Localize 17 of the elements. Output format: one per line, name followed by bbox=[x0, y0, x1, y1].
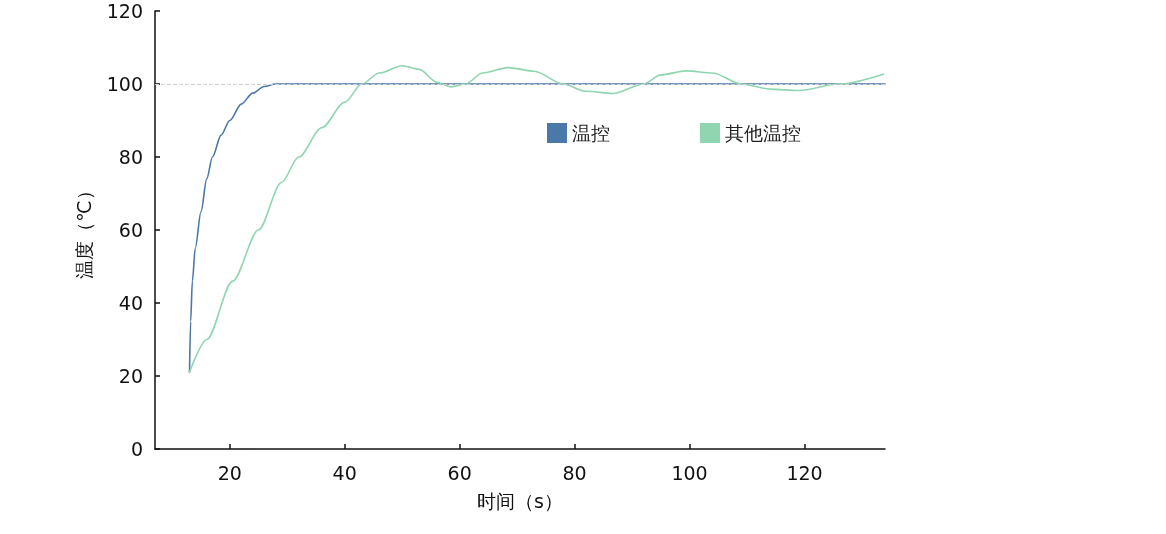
y-tick-label: 60 bbox=[118, 219, 143, 241]
x-tick-label: 20 bbox=[217, 461, 242, 484]
x-axis-title: 时间（s） bbox=[477, 489, 563, 512]
legend-label: 其他温控 bbox=[725, 122, 801, 144]
x-tick-label: 100 bbox=[671, 461, 708, 484]
x-tick-label: 40 bbox=[332, 461, 357, 484]
x-tick-label: 80 bbox=[562, 461, 587, 484]
y-tick-label: 100 bbox=[106, 73, 143, 95]
legend-label: 温控 bbox=[572, 122, 610, 144]
y-tick-label: 20 bbox=[118, 365, 143, 387]
y-tick-label: 40 bbox=[118, 292, 143, 314]
x-tick-label: 60 bbox=[447, 461, 472, 484]
y-tick-label: 80 bbox=[118, 146, 143, 168]
x-tick-label: 120 bbox=[786, 461, 823, 484]
y-tick-label: 120 bbox=[106, 0, 143, 22]
y-tick-label: 0 bbox=[130, 438, 143, 460]
y-axis-title: 温度（℃） bbox=[72, 181, 95, 279]
